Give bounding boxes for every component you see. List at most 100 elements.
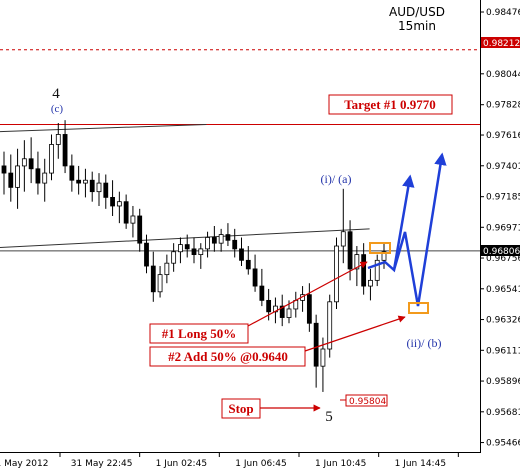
- candle-body: [306, 294, 312, 324]
- candle-body: [313, 322, 319, 367]
- candle-body: [164, 262, 170, 276]
- add-box: [149, 346, 306, 367]
- candle-body: [205, 237, 210, 250]
- candle-body: [354, 254, 360, 270]
- candle-body: [178, 244, 183, 253]
- y-tick-label: 0.97185: [486, 193, 520, 203]
- y-tick-label: 0.97828: [486, 101, 520, 111]
- candle-body: [103, 182, 109, 198]
- y-tick-label: 0.97401: [486, 162, 520, 172]
- candle-body: [21, 158, 27, 167]
- stop-label: Stop: [228, 401, 253, 416]
- candle-body: [218, 234, 224, 244]
- y-tick-label: 0.96541: [486, 285, 520, 295]
- candle-body: [157, 274, 163, 293]
- candle-series: [1, 120, 387, 392]
- add-label: #2 Add 50% @0.9640: [168, 349, 288, 364]
- candle-body: [239, 248, 244, 261]
- candle-body: [144, 242, 149, 267]
- candle-body: [76, 179, 82, 184]
- x-axis-ticks: 1 May 2012 31 May 22:45 1 Jun 02:45 1 Jun 0…: [0, 452, 459, 469]
- candle-body: [279, 305, 285, 318]
- x-tick-label: 1 Jun 02:45: [156, 459, 207, 469]
- candle-body: [374, 259, 380, 281]
- candle-body: [334, 245, 339, 303]
- candle-body: [83, 179, 88, 184]
- candle-body: [361, 254, 367, 287]
- candle-body: [347, 231, 353, 270]
- long-arrow: [247, 261, 368, 327]
- chart-subtitle: 15min: [398, 19, 436, 33]
- candle-body: [1, 165, 7, 174]
- candle-body: [42, 172, 48, 184]
- candle-body: [49, 144, 54, 174]
- wave-c-label: (c): [51, 103, 64, 115]
- x-tick-label: 31 May 22:45: [71, 459, 133, 469]
- stop-price-label: 0.95804: [349, 397, 386, 407]
- y-tick-label: 0.95681: [486, 408, 520, 418]
- candle-body: [69, 165, 75, 181]
- candle-body: [130, 215, 136, 224]
- plot-area: [0, 0, 480, 452]
- candle-body: [62, 134, 68, 167]
- upper-trendline: [0, 123, 207, 133]
- candle-body: [340, 231, 346, 247]
- wave-ii-b-label: (ii)/ (b): [407, 336, 442, 350]
- candle-body: [266, 299, 272, 313]
- candle-body: [35, 168, 41, 184]
- alert-price-badge: [481, 37, 520, 48]
- y-tick-label: 0.96326: [486, 316, 520, 326]
- y-tick-label: 0.95466: [486, 439, 520, 449]
- current-price-badge: [481, 245, 520, 256]
- candle-body: [110, 196, 115, 207]
- x-tick-label: 1 Jun 10:45: [315, 459, 366, 469]
- candle-body: [381, 251, 387, 261]
- wave-4-label: 4: [52, 86, 60, 102]
- candle-body: [191, 248, 197, 256]
- candle-body: [245, 259, 251, 270]
- y-tick-label: 0.95896: [486, 377, 520, 387]
- candle-body: [28, 158, 34, 170]
- candle-body: [259, 285, 265, 301]
- x-tick-label: 1 Jun 14:45: [395, 459, 446, 469]
- y-tick-label: 0.97616: [486, 131, 520, 141]
- entry-box-add: [408, 302, 429, 314]
- entry-box-long: [369, 242, 391, 254]
- candle-body: [232, 239, 238, 250]
- y-axis-ticks: 0.984760.982600.980440.978280.976160.974…: [480, 8, 520, 449]
- y-tick-label: 0.98476: [486, 8, 520, 18]
- long-label: #1 Long 50%: [162, 326, 236, 341]
- current-price-label: 0.96806: [483, 247, 520, 257]
- candle-body: [368, 279, 373, 287]
- candle-body: [184, 244, 190, 250]
- projection-wave-iii: [367, 174, 415, 273]
- candle-body: [320, 348, 326, 367]
- candle-body: [198, 248, 204, 256]
- y-tick-label: 0.96756: [486, 254, 520, 264]
- chart-title: AUD/USD: [389, 5, 445, 19]
- candle-body: [89, 179, 95, 193]
- target-box: [328, 94, 453, 115]
- candle-body: [116, 201, 122, 207]
- y-tick-label: 0.98044: [486, 70, 520, 80]
- candle-body: [96, 182, 102, 193]
- long-box: [149, 323, 249, 344]
- lower-trendline: [0, 228, 370, 248]
- candle-body: [123, 201, 129, 224]
- wave-i-a-label: (i)/ (a): [321, 172, 352, 186]
- wave-5-label: 5: [325, 409, 333, 425]
- projection-wave-ii-path: [392, 152, 447, 307]
- candle-body: [211, 237, 217, 244]
- candle-body: [8, 172, 14, 188]
- candle-body: [225, 234, 231, 241]
- candle-body: [252, 268, 258, 287]
- x-tick-label: 1 Jun 06:45: [235, 459, 286, 469]
- candle-body: [15, 165, 20, 188]
- target-label: Target #1 0.9770: [344, 97, 436, 112]
- alert-price-label: 0.98212: [483, 39, 520, 49]
- candle-body: [327, 301, 333, 350]
- candle-body: [55, 134, 61, 145]
- candle-body: [286, 308, 292, 318]
- y-tick-label: 0.96971: [486, 223, 520, 233]
